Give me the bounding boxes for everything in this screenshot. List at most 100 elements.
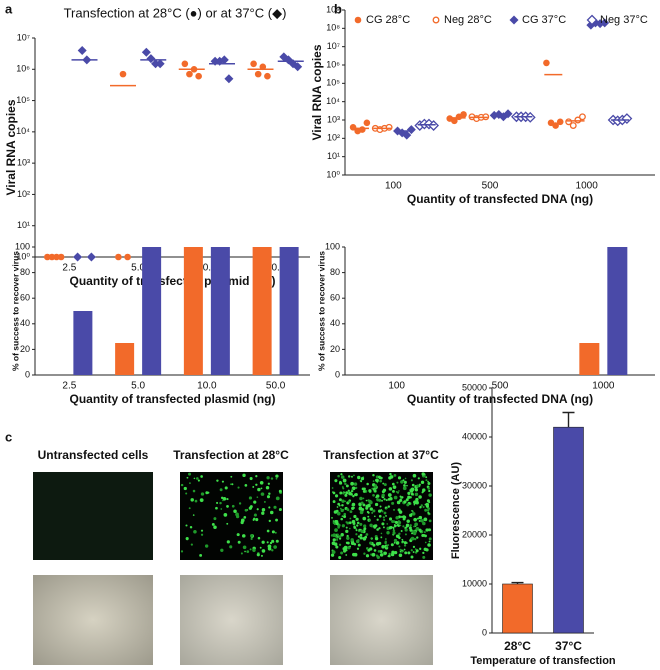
- fluorescent-cell: [345, 484, 349, 488]
- fluorescent-cell: [221, 480, 224, 483]
- fluorescent-cell: [361, 487, 365, 491]
- data-point: [254, 70, 262, 78]
- fluorescent-cell: [376, 498, 380, 502]
- fluorescent-cell: [278, 489, 282, 493]
- legend-label: Neg 37°C: [600, 14, 648, 26]
- fluorescent-cell: [407, 491, 411, 495]
- fluorescent-cell: [353, 525, 356, 528]
- fluorescent-cell: [194, 499, 198, 503]
- bar: [142, 247, 162, 375]
- fluorescent-cell: [215, 506, 218, 510]
- fluorescent-cell: [261, 511, 265, 515]
- x-tick-label: 1000: [576, 181, 599, 192]
- fluorescent-cell: [253, 513, 257, 517]
- fluorescent-cell: [406, 503, 410, 507]
- fluorescent-cell: [355, 539, 360, 544]
- y-tick-label: 60: [330, 293, 340, 303]
- legend-marker: [432, 16, 440, 24]
- fluorescent-cell: [188, 507, 191, 510]
- x-tick-label: 5.0: [131, 263, 145, 274]
- fluorescent-cell: [219, 488, 223, 492]
- fluorescent-cell: [369, 507, 373, 511]
- fluorescent-cell: [337, 474, 340, 478]
- data-point: [363, 119, 371, 127]
- fluorescent-cell: [369, 523, 373, 528]
- x-tick-label: 28°C: [504, 639, 531, 653]
- fluorescent-cell: [255, 483, 258, 486]
- fluorescent-cell: [412, 512, 416, 516]
- data-point: [569, 122, 577, 129]
- fluorescent-cell: [381, 499, 383, 502]
- fluorescent-cell: [340, 533, 344, 537]
- fluorescent-cell: [388, 476, 392, 480]
- fluorescent-cell: [334, 494, 339, 498]
- fluorescent-cell: [404, 533, 407, 536]
- data-point: [151, 59, 161, 69]
- fluorescent-cell: [395, 490, 398, 493]
- fluorescent-cell: [363, 527, 367, 531]
- bar: [279, 247, 299, 375]
- fluorescent-cell: [362, 489, 366, 493]
- y-tick-label: 10⁶: [16, 64, 30, 74]
- fluorescent-cell: [413, 537, 417, 541]
- fluorescent-cell: [352, 506, 355, 510]
- fluorescent-cell: [230, 483, 232, 486]
- fluorescent-cell: [360, 480, 363, 483]
- fluorescent-cell: [389, 525, 393, 529]
- y-axis-title: % of success to recover virus: [10, 251, 20, 371]
- fluorescent-cell: [237, 486, 240, 489]
- y-tick-label: 40000: [462, 431, 487, 441]
- fluorescent-cell: [394, 551, 398, 555]
- fluorescent-cell: [367, 503, 371, 508]
- fluorescent-cell: [351, 488, 353, 491]
- fluorescent-cell: [231, 504, 235, 508]
- fluorescent-cell: [348, 521, 352, 525]
- fluorescent-cell: [368, 500, 373, 505]
- fluorescent-cell: [213, 517, 217, 521]
- fluorescent-cell: [226, 498, 229, 501]
- fluorescent-cell: [374, 536, 379, 541]
- fluorescent-cell: [235, 512, 239, 517]
- fluorescent-cell: [353, 474, 355, 477]
- fluorescent-cell: [268, 492, 271, 495]
- fluorescent-cell: [345, 554, 348, 556]
- data-point: [115, 253, 122, 261]
- fluorescent-cell: [350, 481, 354, 486]
- fluorescent-cell: [342, 547, 346, 551]
- fluorescent-cell: [429, 544, 431, 547]
- fluorescent-cell: [371, 552, 376, 557]
- fluorescent-cell: [252, 486, 255, 488]
- fluorescent-cell: [375, 494, 380, 498]
- fluorescent-cell: [428, 528, 432, 532]
- fluorescent-cell: [356, 547, 360, 550]
- fluorescent-cell: [183, 486, 187, 491]
- bar: [210, 247, 230, 375]
- fluorescent-cell: [371, 487, 374, 490]
- fluorescent-cell: [278, 507, 282, 512]
- fluorescent-cell: [382, 488, 387, 492]
- fluorescent-cell: [250, 534, 254, 538]
- fluorescent-cell: [185, 524, 188, 527]
- fluorescent-cell: [188, 472, 192, 476]
- x-axis-title: Quantity of transfected plasmid (ng): [69, 392, 275, 406]
- y-tick-label: 10³: [17, 158, 30, 168]
- fluorescent-cell: [230, 475, 233, 478]
- y-axis-title: Fluorescence (AU): [450, 462, 462, 560]
- fluorescent-cell: [414, 492, 419, 497]
- x-tick-label: 37°C: [555, 639, 582, 653]
- fluorescent-cell: [242, 545, 247, 550]
- fluorescent-cell: [424, 541, 427, 544]
- fluorescent-cell: [265, 485, 270, 490]
- fluorescent-cell: [415, 549, 419, 553]
- x-tick-label: 100: [385, 181, 402, 192]
- micrograph: [330, 575, 433, 665]
- bar: [73, 311, 93, 375]
- fluorescent-cell: [409, 489, 414, 493]
- fluorescent-cell: [378, 477, 381, 480]
- data-point: [86, 252, 96, 262]
- fluorescent-cell: [428, 537, 432, 541]
- fluorescent-cell: [422, 555, 426, 559]
- fluorescent-cell: [387, 554, 391, 558]
- fluorescent-cell: [362, 536, 367, 541]
- fluorescent-cell: [344, 500, 347, 503]
